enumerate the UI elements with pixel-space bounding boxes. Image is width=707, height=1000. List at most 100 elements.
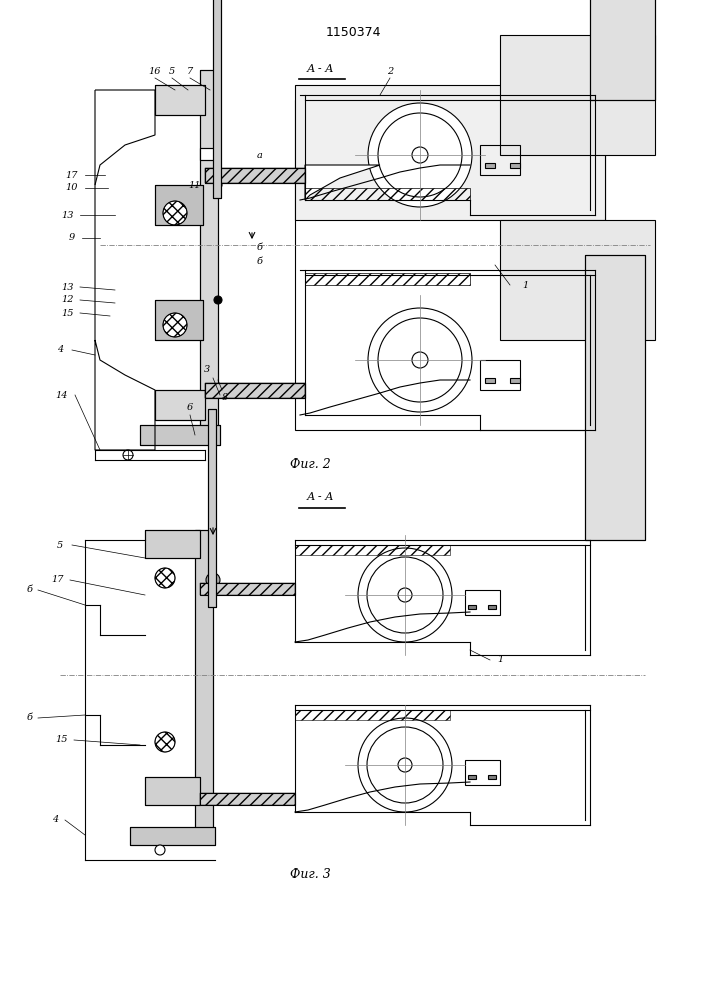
Bar <box>195 530 213 830</box>
Bar <box>200 70 218 430</box>
Circle shape <box>412 352 428 368</box>
Bar <box>468 605 476 609</box>
Bar <box>295 710 450 720</box>
Text: 8: 8 <box>222 393 228 402</box>
Circle shape <box>367 557 443 633</box>
Bar <box>208 409 216 607</box>
Circle shape <box>378 113 462 197</box>
Bar <box>488 605 496 609</box>
Bar <box>155 85 205 115</box>
Text: Фиг. 2: Фиг. 2 <box>290 458 330 472</box>
Circle shape <box>358 548 452 642</box>
Bar <box>200 583 295 595</box>
Bar <box>155 185 203 225</box>
Text: 14: 14 <box>56 390 69 399</box>
Text: б: б <box>27 585 33 594</box>
Bar <box>155 300 203 340</box>
Circle shape <box>155 732 175 752</box>
Bar <box>295 100 605 430</box>
Bar <box>585 255 645 540</box>
Circle shape <box>378 318 462 402</box>
Circle shape <box>155 568 175 588</box>
Circle shape <box>367 727 443 803</box>
Bar <box>465 590 500 615</box>
Text: 9: 9 <box>69 233 75 242</box>
Bar <box>590 0 655 100</box>
Bar <box>295 545 450 555</box>
Bar <box>585 255 645 540</box>
Bar <box>500 220 655 340</box>
Bar <box>480 145 520 175</box>
Circle shape <box>368 308 472 412</box>
Bar <box>485 378 495 383</box>
Bar <box>510 163 520 168</box>
Text: А - А: А - А <box>306 64 334 74</box>
Circle shape <box>398 588 412 602</box>
Text: б: б <box>257 243 263 252</box>
Bar <box>155 390 205 420</box>
Bar <box>200 583 295 595</box>
Circle shape <box>214 181 222 189</box>
Text: А - А: А - А <box>306 492 334 502</box>
Bar <box>208 409 216 607</box>
Bar <box>140 425 220 445</box>
Bar <box>130 827 215 845</box>
Bar <box>155 390 205 420</box>
Text: 3: 3 <box>204 365 210 374</box>
Bar <box>200 70 218 430</box>
Bar <box>140 425 220 445</box>
Bar <box>145 530 200 558</box>
Bar <box>305 273 470 285</box>
Text: 11: 11 <box>189 180 201 190</box>
Text: 15: 15 <box>56 736 69 744</box>
Bar <box>145 777 200 805</box>
Circle shape <box>123 450 133 460</box>
Text: 7: 7 <box>187 68 193 77</box>
Text: 4: 4 <box>57 346 63 355</box>
Bar <box>468 775 476 779</box>
Bar <box>205 168 305 183</box>
Bar <box>205 168 305 183</box>
Circle shape <box>368 103 472 207</box>
Circle shape <box>206 573 220 587</box>
Bar <box>205 383 305 398</box>
Bar <box>295 85 605 220</box>
Text: 13: 13 <box>62 282 74 292</box>
Text: 2: 2 <box>387 68 393 77</box>
Text: 10: 10 <box>66 184 78 192</box>
Text: 17: 17 <box>66 170 78 180</box>
Bar <box>200 793 295 805</box>
Circle shape <box>398 758 412 772</box>
Text: 1: 1 <box>522 280 528 290</box>
Bar <box>590 0 655 100</box>
Bar <box>465 760 500 785</box>
Circle shape <box>412 147 428 163</box>
Polygon shape <box>305 165 380 200</box>
Circle shape <box>163 201 187 225</box>
Text: 1150374: 1150374 <box>325 25 381 38</box>
Bar <box>205 168 305 183</box>
Text: 5: 5 <box>169 68 175 77</box>
Text: 12: 12 <box>62 296 74 304</box>
Text: б: б <box>257 256 263 265</box>
Bar <box>488 775 496 779</box>
Bar <box>200 793 295 805</box>
Text: 13: 13 <box>62 211 74 220</box>
Bar <box>510 378 520 383</box>
Bar <box>145 777 200 805</box>
Bar <box>200 148 220 160</box>
Circle shape <box>163 313 187 337</box>
Bar <box>155 85 205 115</box>
Bar <box>480 360 520 390</box>
Bar <box>213 0 221 198</box>
Circle shape <box>155 845 165 855</box>
Text: a: a <box>257 150 263 159</box>
Bar <box>195 530 213 830</box>
Text: Фиг. 3: Фиг. 3 <box>290 868 330 882</box>
Circle shape <box>358 718 452 812</box>
Text: 15: 15 <box>62 308 74 318</box>
Bar <box>205 383 305 398</box>
Bar <box>305 188 470 200</box>
Text: 6: 6 <box>187 403 193 412</box>
Bar <box>205 383 305 398</box>
